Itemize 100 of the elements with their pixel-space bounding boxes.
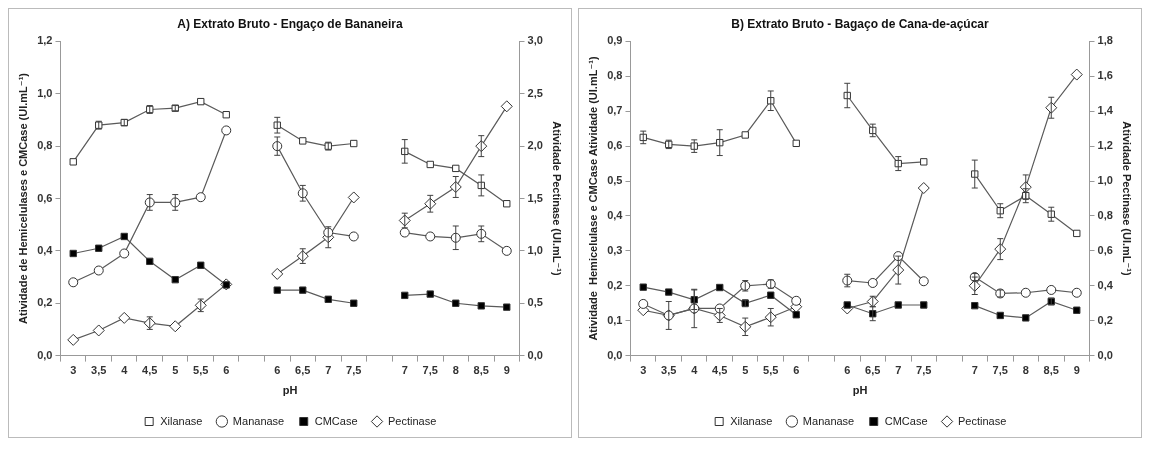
point: [1073, 306, 1081, 314]
y2-tick-label: 2,5: [527, 86, 543, 99]
x-tick-label: 3: [70, 364, 77, 377]
point: [1022, 314, 1030, 322]
point: [1046, 284, 1057, 295]
y-tick-label: 0,4: [607, 208, 624, 221]
point: [426, 160, 434, 169]
legend-label: Pectinase: [958, 414, 1007, 427]
point: [348, 231, 359, 242]
point: [1071, 287, 1082, 298]
x-tick-label: 8: [452, 364, 459, 377]
legend-label: Mananase: [802, 414, 855, 427]
point: [426, 290, 434, 298]
x-tick-label: 8,5: [1043, 364, 1059, 377]
y-tick-label: 0,9: [607, 34, 623, 47]
x-tick-label: 7,5: [992, 364, 1008, 377]
point: [118, 311, 131, 324]
point: [273, 286, 281, 294]
y2-tick-label: 0,8: [1097, 208, 1113, 221]
y-tick-label: 0,6: [607, 139, 623, 152]
y-tick-label: 0,4: [37, 243, 54, 256]
y2-tick-label: 0,4: [1097, 278, 1114, 291]
x-axis-title: pH: [282, 384, 298, 397]
x-tick-label: 8: [1022, 364, 1029, 377]
point: [350, 299, 358, 307]
x-tick-label: 6: [844, 364, 851, 377]
point: [867, 277, 878, 288]
point: [171, 275, 179, 284]
x-tick-label: 6: [274, 364, 281, 377]
x-tick-label: 5,5: [763, 364, 779, 377]
point: [1070, 68, 1083, 81]
x-tick-label: 7: [971, 364, 978, 377]
point: [324, 295, 332, 303]
point: [792, 139, 800, 148]
point: [767, 291, 775, 299]
x-tick-label: 5: [742, 364, 749, 377]
x-tick-label: 3: [640, 364, 647, 377]
point: [169, 320, 182, 333]
y-tick-label: 0,1: [607, 313, 623, 326]
point: [425, 231, 436, 242]
y-tick-label: 1,2: [37, 34, 53, 47]
y-axis-title: Atividade de Hemicelulases e CMCase (UI.mL⁻¹): [16, 72, 29, 324]
x-tick-label: 7: [895, 364, 902, 377]
chart-title: A) Extrato Bruto - Engaço de Bananeira: [177, 16, 404, 31]
y2-tick-label: 1,5: [527, 191, 543, 204]
x-axis-title: pH: [852, 384, 868, 397]
x-tick-label: 7: [401, 364, 408, 377]
point: [503, 200, 511, 208]
y2-tick-label: 1,0: [1097, 174, 1113, 187]
y-tick-label: 0,3: [607, 243, 623, 256]
x-tick-label: 6,5: [295, 364, 311, 377]
point: [792, 311, 800, 319]
x-tick-label: 5,5: [193, 364, 209, 377]
point: [68, 277, 79, 288]
y2-tick-label: 0,2: [1097, 313, 1113, 326]
point: [477, 302, 485, 310]
y2-tick-label: 1,2: [1097, 139, 1113, 152]
y2-axis-title: Atividade Pectinase (UI.mL⁻¹): [551, 121, 564, 276]
x-tick-label: 6: [223, 364, 230, 377]
point: [299, 286, 307, 294]
x-tick-label: 7,5: [346, 364, 362, 377]
point: [452, 299, 460, 307]
x-tick-label: 7,5: [916, 364, 932, 377]
y-tick-label: 0,0: [37, 348, 53, 361]
point: [665, 288, 673, 296]
x-tick-label: 9: [503, 364, 510, 377]
x-tick-label: 4,5: [712, 364, 728, 377]
point: [918, 276, 929, 287]
point: [69, 158, 77, 166]
point: [920, 158, 928, 166]
point: [271, 267, 284, 280]
point: [299, 137, 307, 145]
legend-label: Pectinase: [388, 414, 437, 427]
x-tick-label: 3,5: [661, 364, 677, 377]
point: [917, 182, 930, 195]
y2-tick-label: 0,6: [1097, 243, 1113, 256]
point: [639, 283, 647, 291]
legend-label: Xilanase: [730, 414, 773, 427]
point: [222, 111, 230, 119]
point: [93, 265, 104, 276]
legend-label: CMCase: [314, 414, 358, 427]
point: [503, 303, 511, 311]
point: [500, 100, 513, 113]
point: [1020, 287, 1031, 298]
y-tick-label: 0,6: [37, 191, 53, 204]
x-tick-label: 6,5: [865, 364, 881, 377]
point: [501, 245, 512, 256]
point: [95, 244, 103, 252]
x-tick-label: 7: [325, 364, 332, 377]
legend-label: Xilanase: [160, 414, 203, 427]
y2-tick-label: 0,0: [1097, 348, 1113, 361]
point: [920, 301, 928, 309]
x-tick-label: 8,5: [473, 364, 489, 377]
point: [638, 298, 649, 309]
y2-tick-label: 0,0: [527, 348, 543, 361]
y2-tick-label: 0,5: [527, 296, 543, 309]
y2-tick-label: 1,4: [1097, 104, 1114, 117]
point: [843, 301, 851, 309]
y2-tick-label: 3,0: [527, 34, 543, 47]
point: [716, 283, 724, 292]
